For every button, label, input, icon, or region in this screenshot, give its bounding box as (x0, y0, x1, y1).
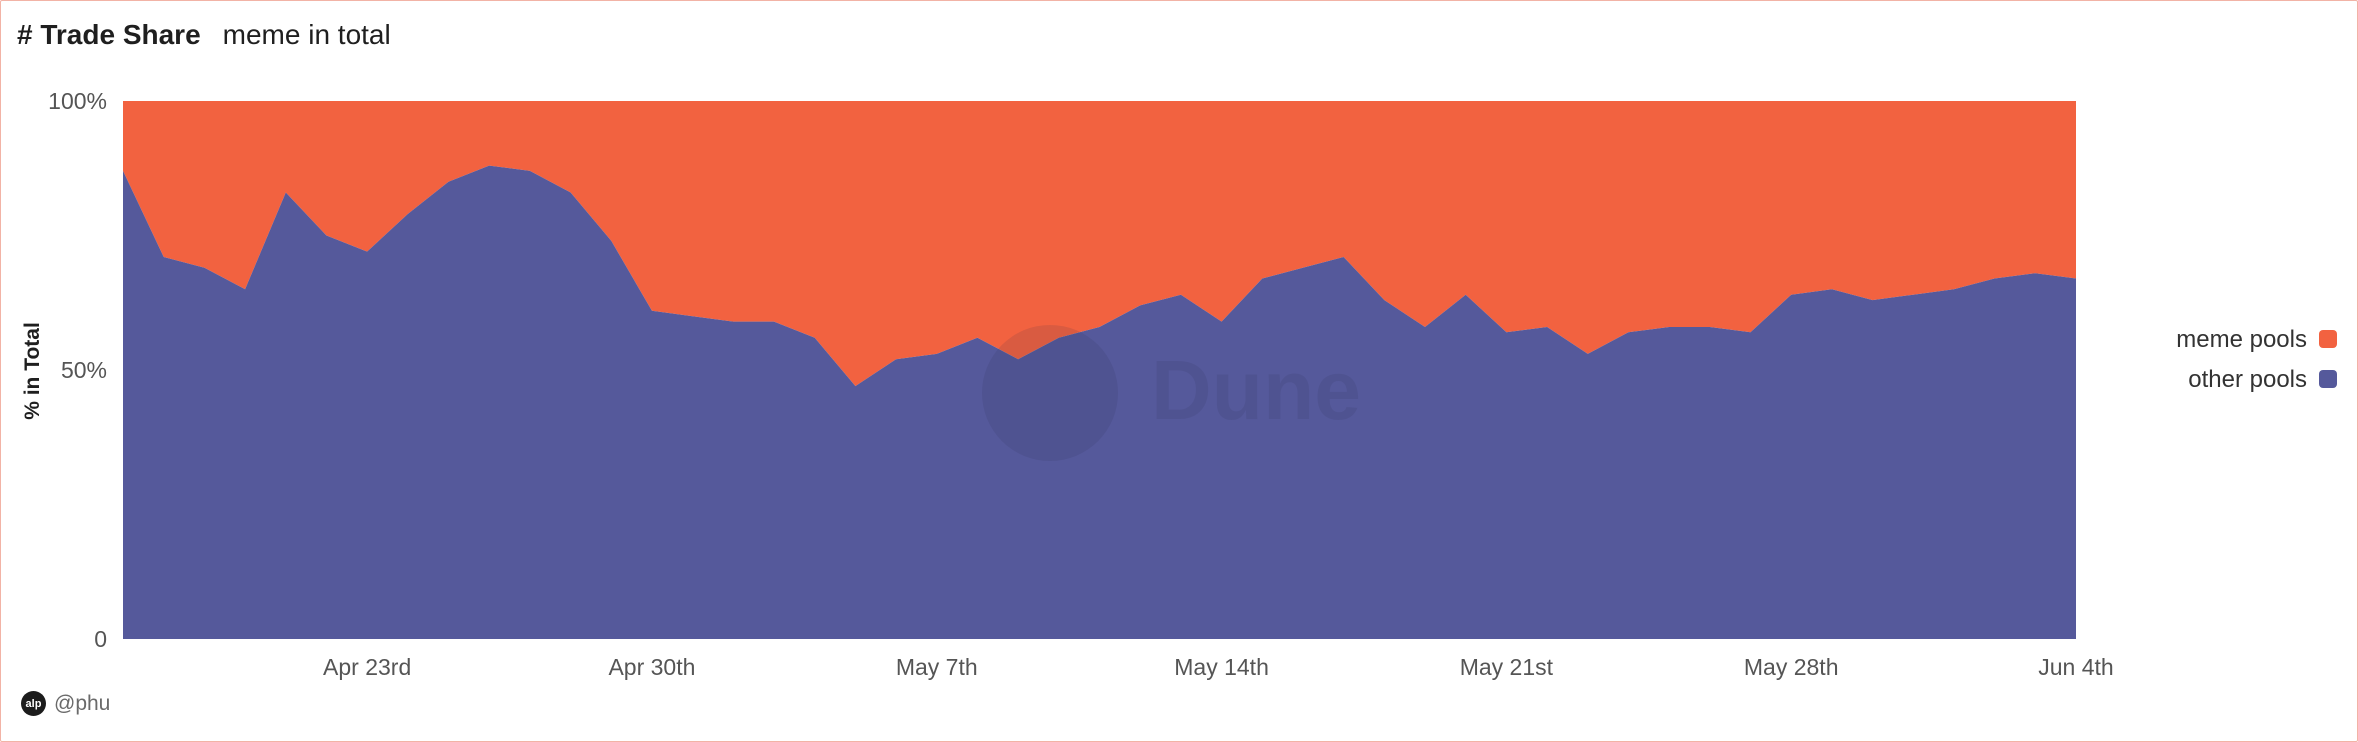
series-area-other-pools (123, 165, 2076, 639)
title-row: # Trade Share meme in total (17, 19, 391, 51)
legend-label: meme pools (2176, 326, 2307, 353)
x-tick-label: May 21st (1460, 654, 1554, 680)
y-tick-label: 100% (48, 88, 107, 114)
legend-swatch (2319, 330, 2337, 348)
dune-logo-icon (982, 325, 1118, 461)
x-tick-label: May 7th (896, 654, 978, 680)
y-tick-label: 0 (94, 626, 107, 652)
author-name[interactable]: @phu (54, 691, 111, 715)
chart-title: # Trade Share (17, 19, 201, 50)
series-area-meme-pools (123, 101, 2076, 387)
area-layer (123, 101, 2076, 639)
x-tick-label: May 28th (1744, 654, 1839, 680)
x-tick-label: Jun 4th (2038, 654, 2113, 680)
x-tick-label: May 14th (1174, 654, 1269, 680)
x-tick-label: Apr 30th (608, 654, 695, 680)
legend-label: other pools (2188, 366, 2307, 393)
x-tick-label: Apr 23rd (323, 654, 411, 680)
footer: alp @phu (21, 691, 110, 716)
dune-watermark: Dune (982, 325, 1361, 461)
legend-swatch (2319, 370, 2337, 388)
watermark-text: Dune (1151, 343, 1361, 437)
axes-layer: 0 50% 100% Apr 23rd Apr 30th May 7th May 14th M… (48, 88, 2114, 680)
legend: meme pools other pools (2176, 326, 2337, 393)
y-axis-label: % in Total (21, 322, 44, 420)
y-tick-label: 50% (61, 357, 107, 383)
chart-subtitle: meme in total (222, 19, 391, 50)
author-avatar[interactable]: alp (21, 691, 46, 716)
